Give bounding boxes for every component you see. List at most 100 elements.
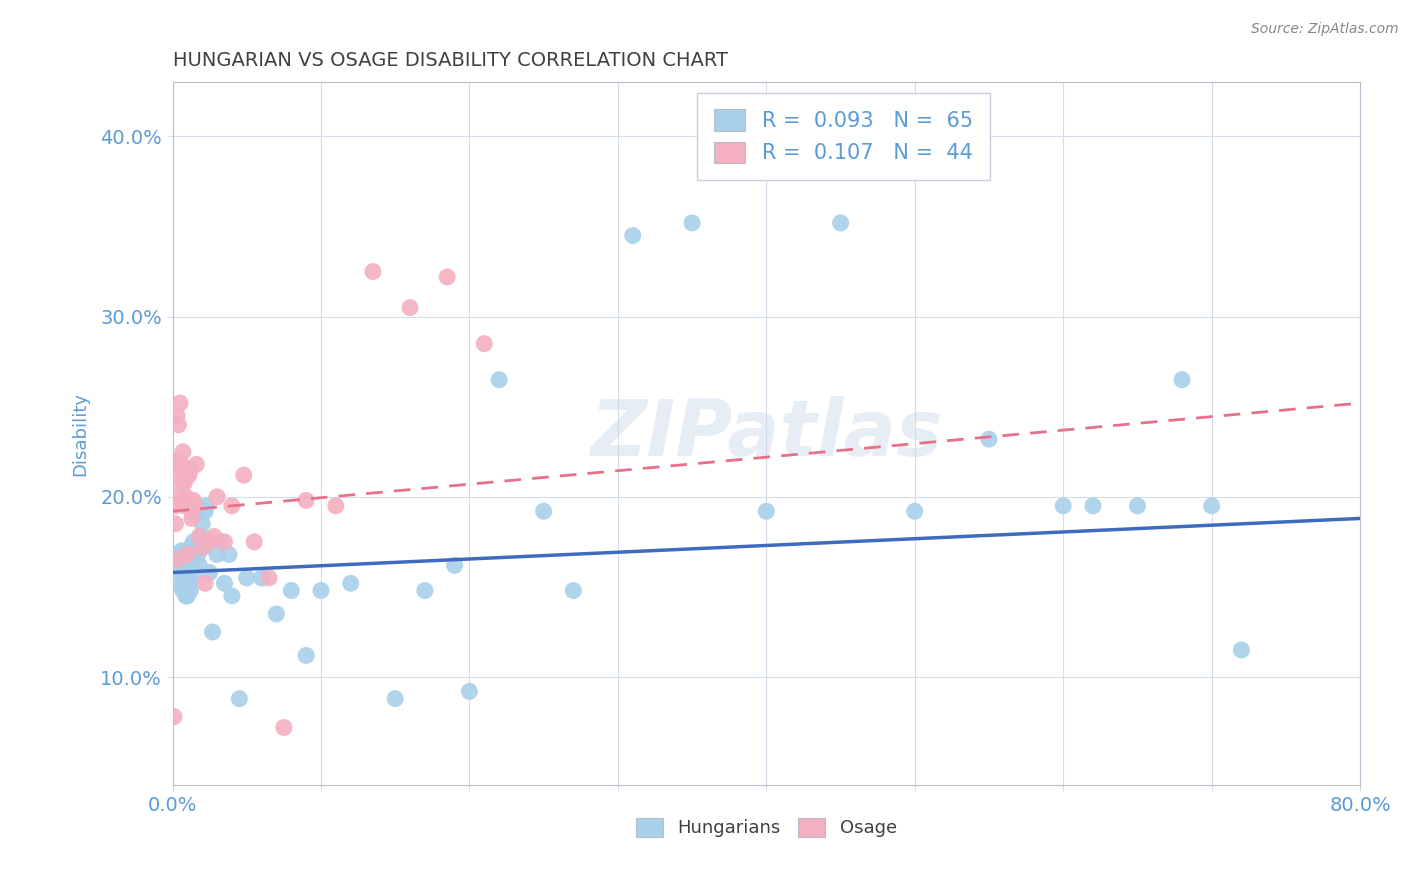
Point	[361, 264, 384, 278]
Point	[167, 558, 190, 573]
Point	[166, 454, 188, 468]
Text: HUNGARIAN VS OSAGE DISABILITY CORRELATION CHART: HUNGARIAN VS OSAGE DISABILITY CORRELATIO…	[173, 51, 727, 70]
Point	[533, 504, 555, 518]
Point	[179, 541, 201, 555]
Point	[205, 490, 228, 504]
Point	[201, 624, 224, 639]
Legend: R =  0.093   N =  65, R =  0.107   N =  44: R = 0.093 N = 65, R = 0.107 N = 44	[697, 93, 990, 180]
Point	[198, 534, 221, 549]
Point	[214, 576, 236, 591]
Point	[166, 409, 188, 423]
Point	[309, 583, 332, 598]
Point	[436, 270, 458, 285]
Point	[413, 583, 436, 598]
Point	[904, 504, 927, 518]
Point	[174, 558, 197, 573]
Point	[173, 499, 195, 513]
Point	[195, 499, 218, 513]
Point	[169, 458, 191, 472]
Point	[190, 529, 212, 543]
Point	[166, 571, 188, 585]
Point	[214, 534, 236, 549]
Point	[243, 534, 266, 549]
Point	[177, 576, 200, 591]
Point	[174, 490, 197, 504]
Point	[169, 396, 191, 410]
Point	[458, 684, 481, 698]
Point	[179, 583, 201, 598]
Point	[179, 463, 201, 477]
Point	[250, 571, 273, 585]
Point	[1201, 499, 1223, 513]
Point	[295, 648, 318, 663]
Point	[1126, 499, 1149, 513]
Point	[1171, 373, 1194, 387]
Point	[1081, 499, 1104, 513]
Point	[221, 499, 243, 513]
Point	[172, 493, 194, 508]
Point	[202, 529, 225, 543]
Point	[977, 432, 1000, 446]
Point	[188, 558, 211, 573]
Point	[228, 691, 250, 706]
Point	[211, 534, 233, 549]
Point	[176, 589, 198, 603]
Point	[193, 541, 215, 555]
Point	[384, 691, 406, 706]
Point	[180, 548, 202, 562]
Point	[194, 576, 217, 591]
Point	[177, 571, 200, 585]
Point	[170, 475, 193, 490]
Point	[170, 544, 193, 558]
Point	[177, 468, 200, 483]
Point	[173, 475, 195, 490]
Point	[295, 493, 318, 508]
Point	[167, 417, 190, 432]
Point	[191, 541, 214, 555]
Point	[176, 493, 198, 508]
Point	[186, 458, 208, 472]
Point	[1052, 499, 1074, 513]
Point	[830, 216, 852, 230]
Point	[339, 576, 361, 591]
Point	[218, 548, 240, 562]
Point	[165, 516, 187, 531]
Point	[205, 548, 228, 562]
Point	[257, 571, 280, 585]
Point	[174, 589, 197, 603]
Point	[172, 444, 194, 458]
Point	[165, 499, 187, 513]
Point	[184, 499, 207, 513]
Point	[273, 721, 295, 735]
Point	[167, 468, 190, 483]
Point	[173, 548, 195, 562]
Point	[172, 583, 194, 598]
Point	[472, 336, 495, 351]
Point	[165, 553, 187, 567]
Point	[198, 566, 221, 580]
Point	[235, 571, 257, 585]
Point	[562, 583, 585, 598]
Point	[181, 493, 204, 508]
Point	[170, 458, 193, 472]
Point	[621, 228, 644, 243]
Point	[176, 548, 198, 562]
Point	[187, 548, 209, 562]
Text: ZIPatlas: ZIPatlas	[591, 396, 942, 472]
Point	[184, 541, 207, 555]
Point	[266, 607, 288, 621]
Point	[184, 566, 207, 580]
Point	[163, 709, 186, 723]
Point	[325, 499, 347, 513]
Point	[176, 553, 198, 567]
Point	[191, 516, 214, 531]
Point	[399, 301, 422, 315]
Point	[232, 468, 254, 483]
Point	[188, 529, 211, 543]
Point	[170, 580, 193, 594]
Point	[186, 508, 208, 522]
Point	[1230, 643, 1253, 657]
Point	[194, 504, 217, 518]
Y-axis label: Disability: Disability	[72, 392, 89, 475]
Text: Source: ZipAtlas.com: Source: ZipAtlas.com	[1251, 22, 1399, 37]
